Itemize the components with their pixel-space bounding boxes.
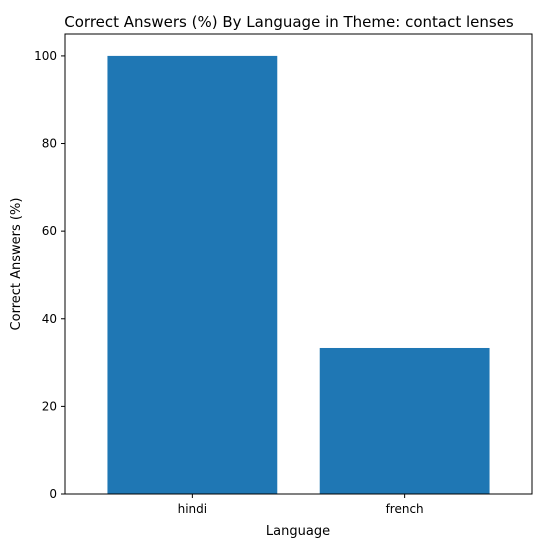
plot-frame bbox=[64, 33, 533, 495]
y-tick-label: 100 bbox=[34, 49, 57, 63]
x-axis-label: Language bbox=[266, 524, 330, 539]
bar-french bbox=[319, 347, 490, 494]
plot-area bbox=[107, 55, 490, 495]
chart-title: Correct Answers (%) By Language in Theme… bbox=[64, 13, 514, 31]
x-axis: hindi french bbox=[178, 494, 424, 516]
x-tick-label: hindi bbox=[178, 502, 208, 516]
y-tick-label: 80 bbox=[42, 137, 57, 151]
y-tick-label: 20 bbox=[42, 399, 57, 413]
x-tick-label: french bbox=[386, 502, 424, 516]
y-tick-label: 60 bbox=[42, 224, 57, 238]
y-axis-label: Correct Answers (%) bbox=[9, 198, 24, 331]
y-tick-label: 0 bbox=[49, 487, 57, 501]
y-tick-label: 40 bbox=[42, 312, 57, 326]
y-axis: 0 20 40 60 80 100 bbox=[34, 49, 65, 501]
bar-hindi bbox=[107, 55, 278, 495]
